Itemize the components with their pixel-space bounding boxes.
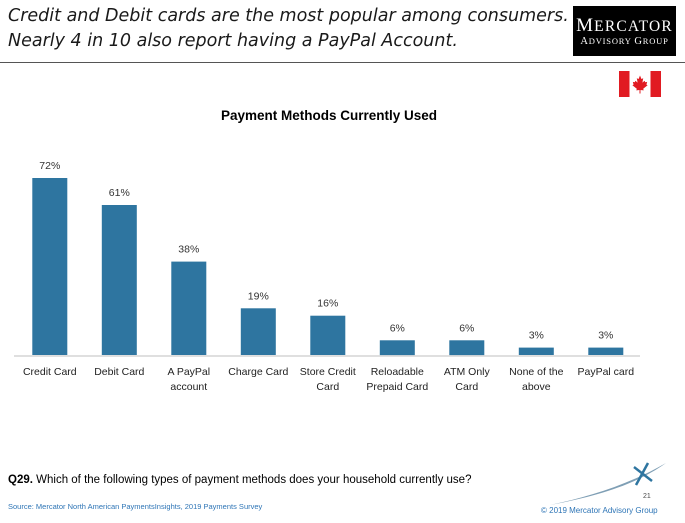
category-label: Credit Card [23, 366, 77, 378]
bar [588, 347, 624, 355]
question-text: Which of the following types of payment … [32, 474, 472, 486]
chart-title: Payment Methods Currently Used [221, 108, 437, 123]
bar-value-label: 6% [459, 322, 474, 334]
bar-value-label: 38% [178, 244, 199, 256]
category-label: A PayPal [167, 366, 210, 378]
bar [171, 261, 207, 355]
bar [379, 340, 415, 356]
mercator-swoosh-icon [550, 462, 666, 505]
bar [518, 347, 554, 355]
bar-value-label: 3% [598, 330, 613, 342]
category-label: ATM Only [444, 366, 491, 378]
header-divider [0, 62, 685, 63]
category-label: None of the [509, 366, 563, 378]
category-label: account [170, 381, 207, 393]
logo-name-text: M [576, 15, 595, 36]
bar-value-label: 3% [529, 330, 544, 342]
logo-tagline-part-1: DVISORY [588, 36, 632, 46]
category-label: above [522, 381, 551, 393]
category-label: Card [455, 381, 478, 393]
bar-value-label: 61% [109, 187, 130, 199]
source-note: Source: Mercator North American Payments… [8, 502, 263, 511]
category-label: Charge Card [228, 366, 288, 378]
mercator-logo: MERCATOR ADVISORY GROUP [573, 6, 676, 56]
bar [310, 315, 346, 355]
headline-line-1: Credit and Debit cards are the most popu… [8, 6, 569, 26]
bar [240, 308, 276, 355]
survey-question: Q29. Which of the following types of pay… [8, 474, 471, 486]
category-label: Reloadable [371, 366, 424, 378]
category-label: Store Credit [300, 366, 356, 378]
logo-tagline: ADVISORY GROUP [573, 36, 676, 47]
category-label: PayPal card [577, 366, 634, 378]
category-label: Debit Card [94, 366, 144, 378]
category-label: Prepaid Card [366, 381, 428, 393]
bar [101, 205, 137, 355]
logo-name: MERCATOR [573, 15, 676, 37]
category-label: Card [316, 381, 339, 393]
bar-chart: Payment Methods Currently Used 72% Credit… [14, 108, 640, 393]
bar [32, 178, 68, 355]
page-number: 21 [643, 493, 651, 500]
canada-flag-icon [619, 71, 661, 97]
bar-value-label: 6% [390, 322, 405, 334]
logo-tagline-part-2: ROUP [642, 36, 669, 46]
logo-tagline-initial-g: G [634, 36, 643, 47]
bar-value-label: 72% [39, 160, 60, 172]
bar [449, 340, 485, 356]
headline: Credit and Debit cards are the most popu… [8, 4, 569, 54]
copyright-note: © 2019 Mercator Advisory Group [541, 506, 658, 515]
question-number: Q29. [8, 474, 33, 486]
headline-line-2: Nearly 4 in 10 also report having a PayP… [8, 31, 458, 51]
logo-tagline-initial-a: A [580, 36, 589, 47]
logo-name-rest: ERCATOR [594, 18, 673, 35]
bar-value-label: 19% [248, 290, 269, 302]
bar-value-label: 16% [317, 298, 338, 310]
